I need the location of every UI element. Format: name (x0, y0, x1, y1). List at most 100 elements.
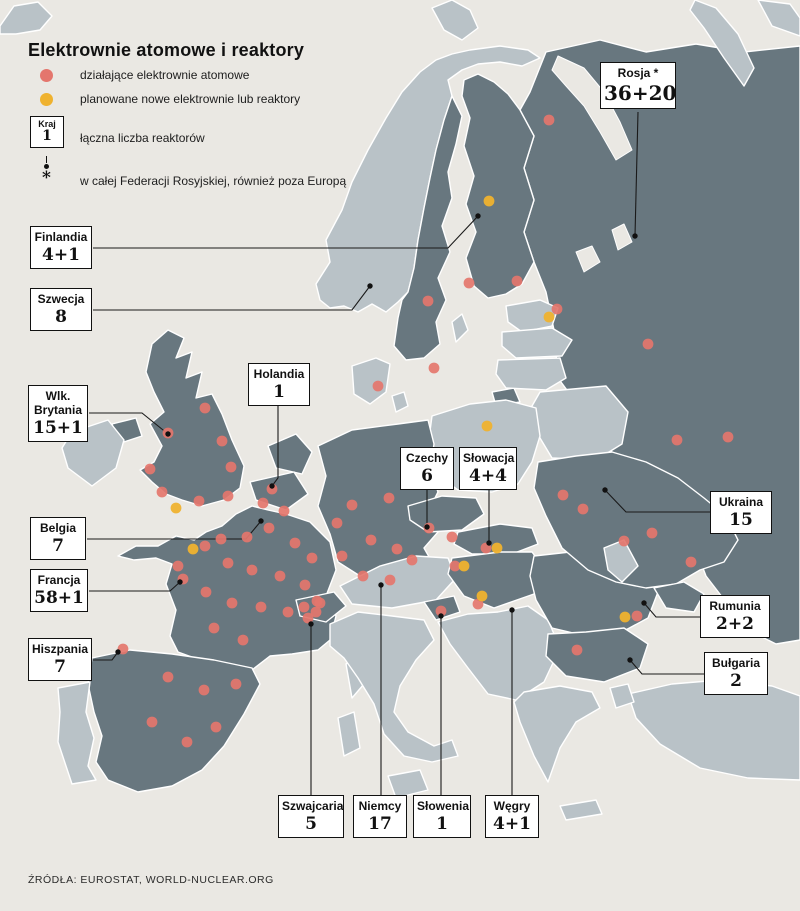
reactor-count: 1 (436, 813, 448, 834)
operating-plant-dot (193, 495, 205, 507)
leader-line-hiszpania (93, 651, 119, 661)
map-latvia (501, 327, 573, 359)
leader-anchor-dot (258, 518, 264, 524)
leader-line-rosja (634, 111, 639, 237)
leader-line-rumunia (643, 602, 700, 618)
map-bulgaria (545, 627, 649, 683)
planned-plant-dot (491, 542, 503, 554)
operating-plant-dot (198, 684, 210, 696)
reactor-count: 7 (52, 535, 64, 556)
map-turkey-european (609, 683, 635, 709)
leader-line-ukraina (604, 489, 710, 513)
operating-plant-dot (463, 277, 475, 289)
planned-plant-dot (458, 560, 470, 572)
legend-country-box-sample: Kraj 1 (30, 116, 64, 148)
operating-plant-dot (216, 435, 228, 447)
legend-row-operating: działające elektrownie atomowe (40, 68, 249, 82)
leader-line-szwecja (93, 285, 371, 311)
country-name: Holandia (253, 367, 305, 381)
operating-plant-dot (210, 721, 222, 733)
operating-plant-dot (685, 556, 697, 568)
callout-szwecja: Szwecja 8 (30, 288, 92, 332)
legend-operating-label: działające elektrownie atomowe (80, 68, 250, 82)
map-western-balkans (437, 605, 561, 701)
sample-reactor-count: 1 (42, 128, 52, 144)
planned-plant-dot (543, 311, 555, 323)
planned-dot-icon (40, 92, 53, 106)
callout-francja: Francja 58+1 (30, 569, 88, 613)
operating-plant-dot (336, 550, 348, 562)
map-arctic-island (757, 0, 800, 37)
callout-wegry: Węgry 4+1 (485, 795, 539, 839)
leader-line-finlandia (93, 215, 479, 249)
callout-hiszpania: Hiszpania 7 (28, 638, 92, 682)
map-novaya-zemlya (689, 0, 755, 87)
operating-plant-dot (278, 505, 290, 517)
reactor-count: 2 (730, 670, 742, 691)
reactor-count: 8 (55, 306, 67, 327)
operating-plant-dot (571, 644, 583, 656)
callout-bulgaria: Bułgaria 2 (704, 652, 768, 696)
map-sardinia (337, 711, 361, 757)
leader-anchor-dot (509, 607, 515, 613)
operating-plant-dot (226, 597, 238, 609)
reactor-count: 2+2 (716, 613, 754, 634)
callout-holandia: Holandia 1 (248, 363, 310, 407)
operating-plant-dot (314, 597, 326, 609)
callout-szwajcaria: Szwajcaria 5 (278, 795, 344, 839)
operating-plant-dot (255, 601, 267, 613)
planned-plant-dots (170, 195, 631, 623)
map-portugal (57, 681, 97, 785)
legend-box-caption: łączna liczba reaktorów (80, 131, 205, 145)
operating-plant-dot (646, 527, 658, 539)
page-title: Elektrownie atomowe i reaktory (28, 40, 305, 61)
operating-plant-dot (391, 543, 403, 555)
operating-plant-dot (172, 560, 184, 572)
operating-plant-dot (422, 295, 434, 307)
leader-anchor-dots (115, 213, 647, 663)
callout-ukraina: Ukraina 15 (710, 491, 772, 535)
map-estonia (505, 299, 559, 333)
callout-niemcy: Niemcy 17 (353, 795, 407, 839)
map-denmark-zealand (391, 391, 409, 413)
leader-anchor-dot (165, 431, 171, 437)
operating-plant-dot (435, 605, 447, 617)
map-white-sea (551, 55, 633, 161)
operating-plant-dot (642, 338, 654, 350)
leader-anchor-dot (308, 621, 314, 627)
reactor-count: 4+4 (469, 465, 507, 486)
map-netherlands (267, 433, 313, 475)
operating-plant-dot (208, 622, 220, 634)
legend-planned-label: planowane nowe elektrownie lub reaktory (80, 92, 301, 106)
leader-line-holandia (271, 406, 279, 487)
operating-plant-dot (263, 522, 275, 534)
operating-plant-dot (289, 537, 301, 549)
map-crete (559, 799, 603, 821)
operating-plant-dot (472, 598, 484, 610)
country-name: Rosja * (617, 66, 659, 80)
operating-plant-dot (225, 461, 237, 473)
map-lithuania (495, 357, 567, 391)
map-sicily (387, 769, 429, 799)
operating-plant-dot (266, 483, 278, 495)
leader-line-francja (89, 581, 181, 592)
callout-finlandia: Finlandia 4+1 (30, 226, 92, 270)
leader-line-bulgaria (629, 659, 704, 675)
reactor-count: 17 (368, 813, 392, 834)
leader-line-wlk-brytania (89, 412, 169, 435)
leader-anchor-dot (627, 657, 633, 663)
planned-plant-dot (619, 611, 631, 623)
planned-plant-dot (476, 590, 488, 602)
map-greece (513, 685, 601, 783)
callout-rumunia: Rumunia 2+2 (700, 595, 770, 639)
leader-anchor-dot (475, 213, 481, 219)
operating-plant-dot (365, 534, 377, 546)
operating-plant-dot (671, 434, 683, 446)
operating-plant-dot (199, 402, 211, 414)
operating-plant-dot (428, 362, 440, 374)
country-name: Rumunia (709, 599, 761, 613)
operating-plant-dot (551, 303, 563, 315)
operating-plant-dot (282, 606, 294, 618)
country-name: Słowenia (417, 799, 470, 813)
operating-plant-dot (200, 586, 212, 598)
